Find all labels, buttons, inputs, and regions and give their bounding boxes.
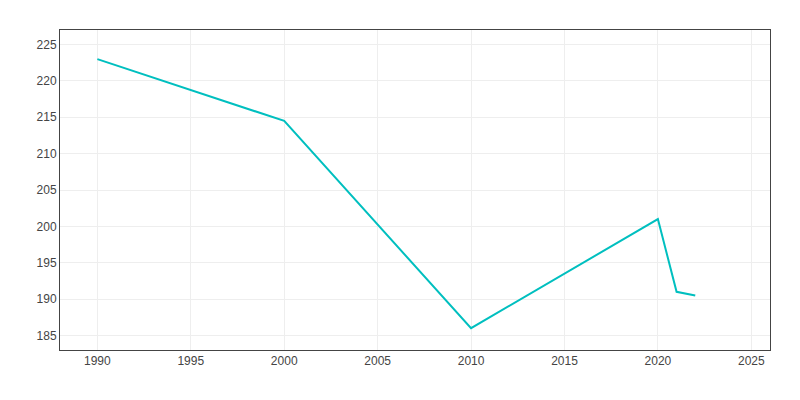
svg-text:2025: 2025 xyxy=(738,354,765,368)
svg-text:2000: 2000 xyxy=(271,354,298,368)
svg-text:1995: 1995 xyxy=(177,354,204,368)
svg-text:1990: 1990 xyxy=(84,354,111,368)
svg-text:215: 215 xyxy=(37,110,57,124)
svg-text:195: 195 xyxy=(37,256,57,270)
svg-text:2010: 2010 xyxy=(458,354,485,368)
svg-text:185: 185 xyxy=(37,329,57,343)
svg-text:190: 190 xyxy=(37,292,57,306)
svg-text:2015: 2015 xyxy=(551,354,578,368)
svg-text:200: 200 xyxy=(37,220,57,234)
svg-text:2005: 2005 xyxy=(364,354,391,368)
svg-text:2020: 2020 xyxy=(645,354,672,368)
svg-text:210: 210 xyxy=(37,147,57,161)
svg-text:225: 225 xyxy=(37,38,57,52)
svg-text:205: 205 xyxy=(37,183,57,197)
svg-text:220: 220 xyxy=(37,74,57,88)
